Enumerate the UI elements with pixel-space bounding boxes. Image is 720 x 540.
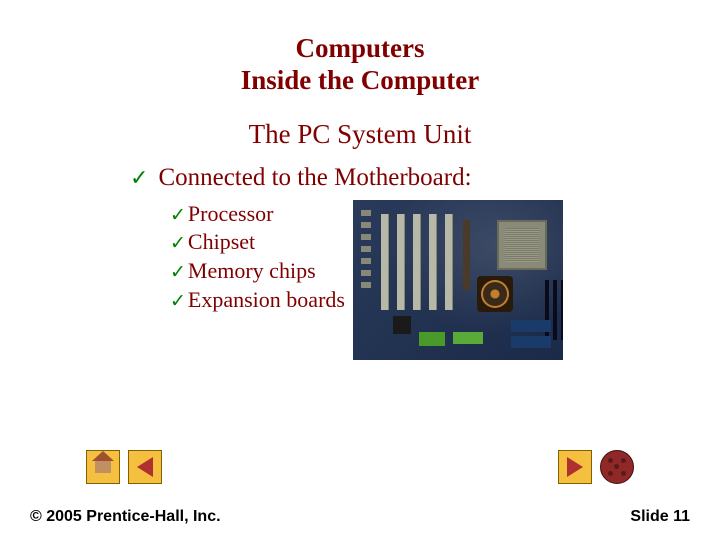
check-icon: ✓ [170, 290, 186, 315]
main-bullet: ✓ Connected to the Motherboard: [130, 164, 720, 192]
check-icon: ✓ [130, 165, 148, 191]
slide-subtitle: The PC System Unit [0, 119, 720, 150]
list-item: ✓ Expansion boards [170, 286, 345, 315]
list-item-text: Memory chips [188, 257, 316, 286]
check-icon: ✓ [170, 204, 186, 229]
nav-next-button[interactable] [558, 450, 592, 484]
list-item: ✓ Chipset [170, 228, 345, 257]
list-item-text: Chipset [188, 228, 255, 257]
motherboard-image [353, 200, 563, 360]
list-item-text: Expansion boards [188, 286, 345, 315]
check-icon: ✓ [170, 261, 186, 286]
home-icon [95, 461, 111, 473]
title-line-2: Inside the Computer [0, 64, 720, 96]
list-item-text: Processor [188, 200, 274, 229]
list-item: ✓ Memory chips [170, 257, 345, 286]
check-icon: ✓ [170, 232, 186, 257]
dots-icon [608, 458, 626, 476]
copyright-text: © 2005 Prentice-Hall, Inc. [30, 508, 221, 526]
slide-number: Slide 11 [630, 508, 690, 526]
content-row: ✓ Processor ✓ Chipset ✓ Memory chips ✓ E… [170, 200, 720, 360]
slide-title: Computers Inside the Computer [0, 0, 720, 97]
triangle-right-icon [567, 457, 583, 477]
sub-bullet-list: ✓ Processor ✓ Chipset ✓ Memory chips ✓ E… [170, 200, 345, 315]
nav-end-button[interactable] [600, 450, 634, 484]
triangle-left-icon [137, 457, 153, 477]
nav-prev-button[interactable] [128, 450, 162, 484]
footer: © 2005 Prentice-Hall, Inc. Slide 11 [0, 508, 720, 526]
list-item: ✓ Processor [170, 200, 345, 229]
main-bullet-text: Connected to the Motherboard: [158, 164, 471, 192]
nav-row [0, 444, 720, 484]
nav-home-button[interactable] [86, 450, 120, 484]
title-line-1: Computers [0, 32, 720, 64]
